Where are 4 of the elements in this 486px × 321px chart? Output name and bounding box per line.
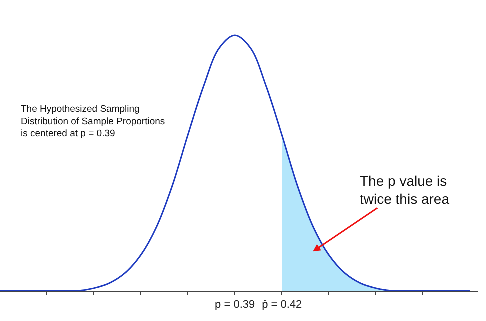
x-tick-label: p = 0.39	[215, 299, 256, 312]
annotation: The p value is twice this area	[360, 173, 450, 208]
x-tick-label: p̂ = 0.42	[262, 299, 302, 312]
annotation: The Hypothesized Sampling Distribution of Sample Proportions is centered at p = 0.39	[21, 104, 166, 140]
